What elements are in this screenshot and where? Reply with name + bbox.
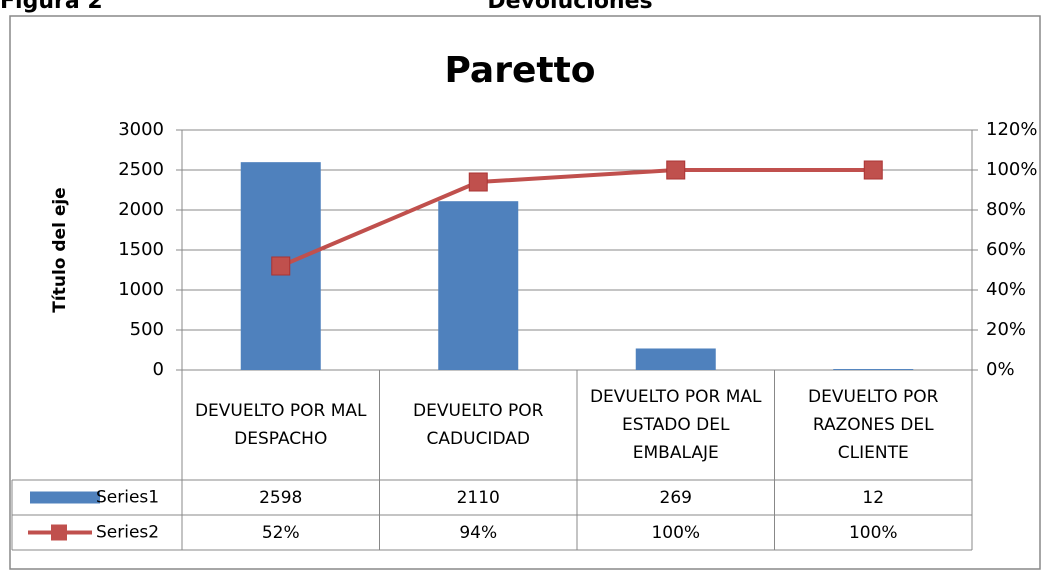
page-title: Devoluciones [487,0,652,14]
y2-tick-label: 0% [986,359,1015,380]
y-axis-title: Título del eje [50,187,70,312]
bar [438,201,519,370]
legend-swatch [30,491,100,504]
x-tick-label: DEVUELTO POR CADUCIDAD [413,401,544,449]
data-table-value: 52% [261,522,300,543]
data-table-value: 100% [848,522,898,543]
y2-tick-label: 60% [986,239,1026,260]
legend-marker [51,524,67,541]
y-tick-label: 2500 [118,159,164,180]
line [279,168,874,268]
x-tick-label: DEVUELTO POR RAZONES DEL CLIENTE [808,387,939,463]
y-tick-label: 3000 [118,119,164,140]
data-table-value: 2110 [456,487,500,508]
marker [863,160,883,180]
y-tick-label: 2000 [118,199,164,220]
data-table-value: 2598 [259,487,303,508]
x-tick-label: DEVUELTO POR MAL ESTADO DEL EMBALAJE [589,387,762,463]
y2-tick-label: 120% [986,119,1037,140]
y-tick-label: 500 [130,319,164,340]
y2-tick-label: 100% [986,159,1037,180]
y2-tick-label: 20% [986,319,1026,340]
y-tick-label: 1000 [118,279,164,300]
figure-label: Figura 2 [0,0,103,14]
chart-title: Paretto [444,50,595,91]
data-table-value: 100% [651,522,701,543]
legend-label: Series1 [96,488,159,508]
y-tick-label: 1500 [118,239,164,260]
data-table-value: 12 [862,487,885,508]
y2-tick-label: 80% [986,199,1026,220]
x-tick-label: DEVUELTO POR MAL DESPACHO [194,401,367,449]
chart-border [9,15,1041,570]
marker [666,160,686,180]
marker [271,256,291,276]
data-table-value: 94% [459,522,498,543]
y-tick-label: 0 [153,359,164,380]
bar [635,348,716,370]
marker [468,172,488,192]
bar [833,369,914,370]
legend-label: Series2 [96,523,159,543]
data-table-value: 269 [659,487,692,508]
y2-tick-label: 40% [986,279,1026,300]
